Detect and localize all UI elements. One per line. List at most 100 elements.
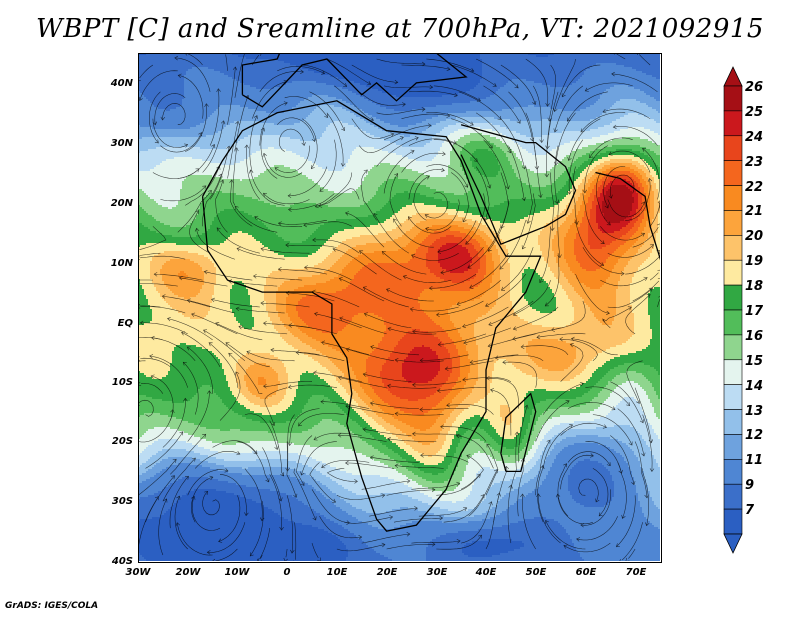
streamline-arrow [407, 216, 412, 221]
streamline [238, 326, 288, 335]
streamline-arrow [287, 384, 292, 389]
streamline-arrow [570, 336, 575, 342]
streamline-arrow [263, 321, 267, 326]
streamline [358, 136, 404, 153]
streamline [187, 53, 203, 66]
streamline [170, 434, 207, 475]
streamline-arrow [285, 242, 289, 248]
colorbar-swatch [723, 185, 743, 211]
streamline [151, 337, 196, 361]
streamline [234, 95, 249, 152]
wbpt-streamline-map [138, 53, 660, 561]
streamline-arrow [456, 301, 461, 306]
streamline-arrow [225, 342, 230, 347]
streamline [278, 220, 327, 225]
streamline [486, 377, 519, 409]
colorbar-label: 22 [745, 179, 764, 195]
streamline-arrow [464, 183, 469, 188]
streamline-arrow [399, 136, 404, 141]
streamline-arrow [582, 189, 587, 194]
streamline [332, 248, 377, 275]
streamline-arrow [253, 274, 257, 279]
streamline [209, 146, 230, 200]
streamline-arrow [394, 411, 399, 417]
streamline [408, 216, 452, 234]
streamline [554, 145, 559, 204]
streamline [174, 495, 188, 550]
streamline-arrow [232, 66, 238, 71]
streamline-arrow [544, 173, 550, 178]
streamline-arrow [246, 350, 251, 355]
streamline [139, 305, 161, 308]
streamline [345, 405, 395, 415]
streamline [557, 463, 569, 517]
colorbar-swatch [723, 309, 743, 336]
streamline [191, 496, 221, 531]
streamline-arrow [412, 431, 416, 437]
streamline-arrow [236, 247, 241, 252]
streamline [326, 468, 358, 482]
streamline-arrow [260, 127, 265, 132]
streamline [234, 53, 245, 98]
streamline-arrow [204, 103, 209, 108]
streamline-arrow [440, 167, 445, 173]
streamline [264, 387, 288, 426]
streamline-arrow [402, 275, 407, 280]
streamline-arrow [555, 493, 561, 498]
streamline [252, 81, 288, 119]
streamline-arrow [600, 240, 605, 244]
streamline-arrow [293, 493, 298, 498]
streamline [424, 192, 449, 219]
streamline-arrow [567, 117, 571, 122]
streamline-arrow [301, 142, 306, 146]
streamline [538, 493, 561, 544]
streamline-arrow [254, 215, 259, 220]
streamline-arrow [390, 132, 395, 137]
streamline-arrow [590, 453, 594, 458]
streamline-arrow [228, 352, 233, 357]
streamline-arrow [212, 558, 216, 561]
streamline-arrow [260, 246, 265, 252]
streamline [228, 280, 278, 287]
streamline-arrow [649, 468, 655, 472]
streamline [321, 460, 370, 468]
streamline-arrow [436, 388, 441, 393]
streamline-arrow [462, 323, 467, 329]
streamline [215, 322, 263, 341]
streamline [507, 485, 512, 544]
streamline-arrow [490, 388, 494, 393]
streamline-arrow [257, 558, 261, 561]
streamline [232, 147, 238, 206]
streamline-arrow [453, 92, 458, 98]
streamline [363, 373, 412, 382]
streamline [485, 273, 527, 307]
lat-label-eq: EQ [117, 318, 133, 329]
streamline [286, 495, 293, 554]
streamline-arrow [304, 265, 308, 270]
streamline [602, 108, 651, 119]
colorbar-label: 9 [745, 478, 755, 494]
streamline-arrow [452, 140, 457, 145]
streamline-arrow [437, 249, 442, 254]
colorbar-swatch [723, 284, 743, 311]
streamline [499, 220, 527, 270]
streamline [263, 381, 313, 387]
streamline [359, 250, 402, 281]
streamline-arrow [539, 279, 544, 284]
streamline-arrow [648, 287, 653, 292]
streamline [386, 288, 434, 302]
streamline-arrow [389, 515, 394, 520]
streamline [500, 64, 536, 105]
streamline-arrow [611, 71, 615, 77]
colorbar-label: 24 [745, 129, 764, 145]
streamline [185, 103, 207, 152]
streamline-arrow [521, 197, 527, 202]
streamline-arrow [358, 250, 364, 255]
streamline-arrow [455, 433, 460, 439]
lat-label-10n: 10N [110, 258, 133, 269]
streamline-arrow [419, 407, 424, 412]
streamline-arrow [238, 325, 243, 330]
colorbar-label: 16 [745, 328, 764, 344]
streamline [522, 193, 536, 250]
streamline-arrow [488, 321, 493, 326]
